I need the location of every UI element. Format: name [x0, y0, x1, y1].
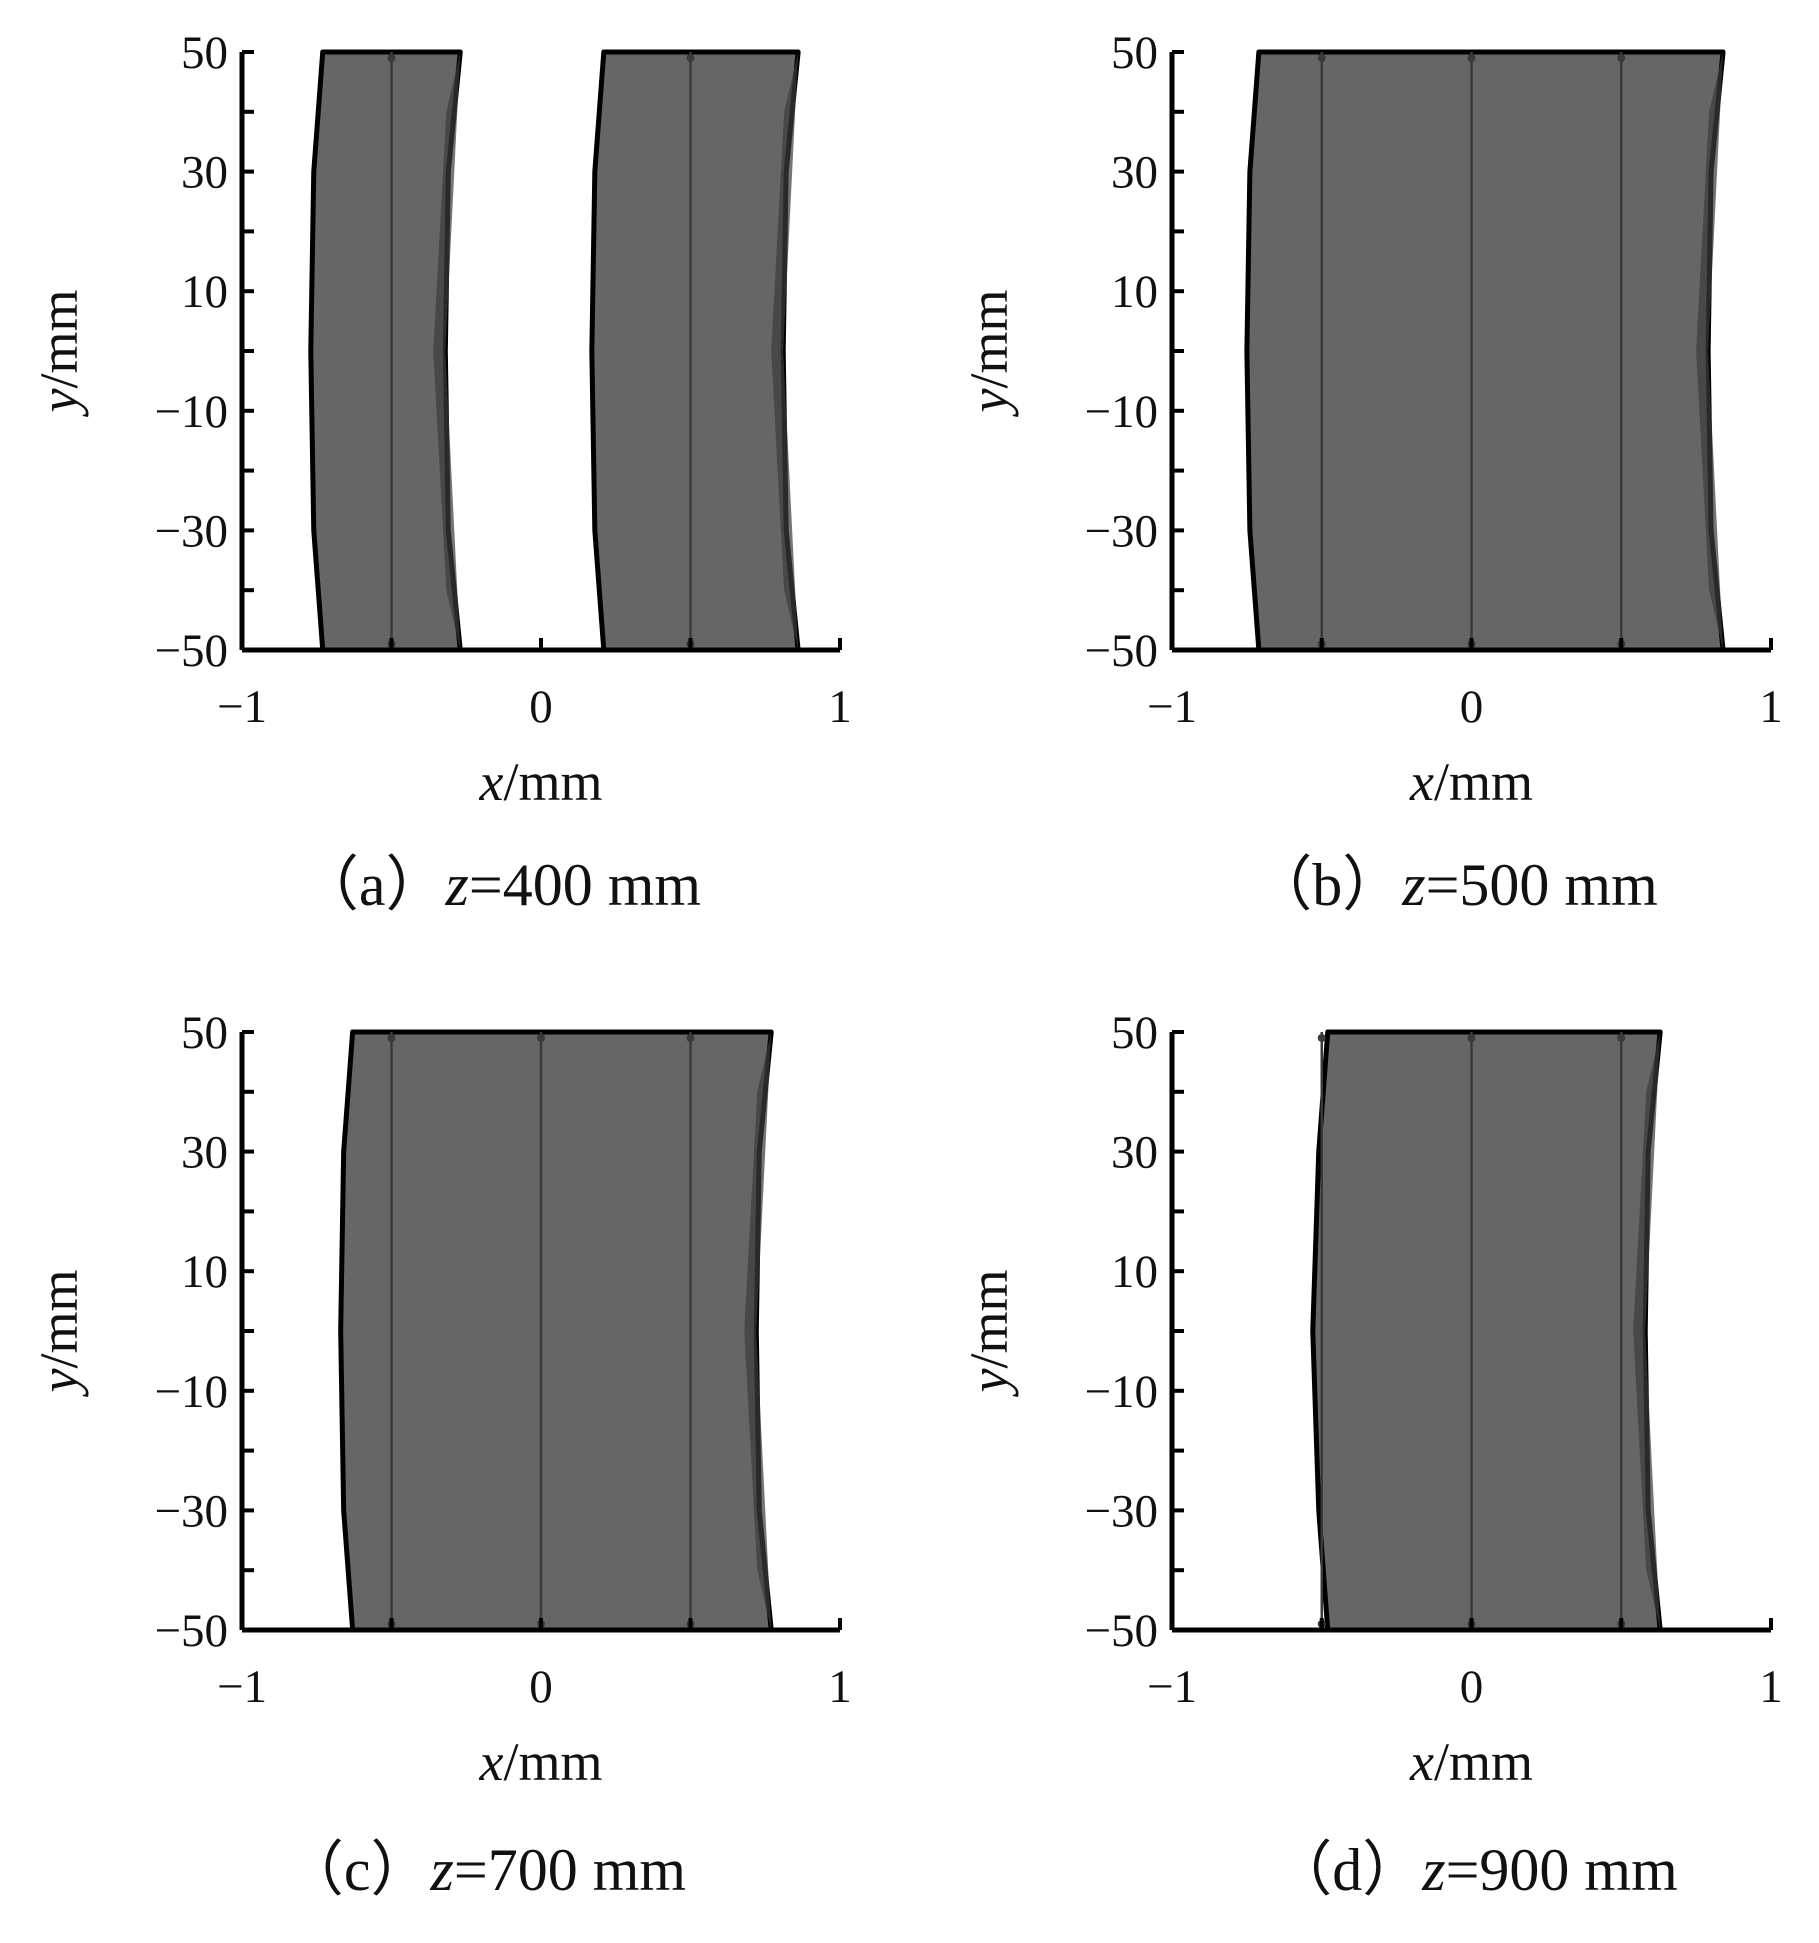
inner-line-cap-top	[1317, 1034, 1326, 1042]
region-edge-shade-d-1	[1633, 1032, 1661, 1630]
x-tick-label: 1	[1759, 1661, 1783, 1713]
inner-line-cap-top	[686, 1034, 695, 1042]
y-axis-label: y/mm	[29, 290, 89, 418]
y-axis-label: y/mm	[29, 1270, 89, 1398]
x-tick-label: 1	[828, 681, 852, 733]
panel-caption-c: （c）z=700 mm	[284, 1837, 686, 1903]
region-edge-shade-a-2	[771, 52, 799, 650]
x-tick-label: −1	[217, 1661, 267, 1713]
y-tick-label: −10	[1084, 1366, 1158, 1418]
y-tick-label: 50	[181, 1007, 228, 1059]
y-tick-label: −30	[154, 1485, 228, 1537]
x-axis-label: x/mm	[479, 752, 603, 812]
x-tick-label: 1	[828, 1661, 852, 1713]
panel-caption-b: （b）z=500 mm	[1252, 852, 1658, 918]
y-tick-label: −30	[1084, 1485, 1158, 1537]
inner-line-cap-top	[1617, 1034, 1626, 1042]
x-tick-label: 0	[1460, 681, 1484, 733]
region-edge-shade-c-1	[744, 1032, 772, 1630]
region-edge-shade-b-1	[1696, 52, 1724, 650]
x-axis-label: x/mm	[1409, 752, 1533, 812]
x-tick-label: 1	[1759, 681, 1783, 733]
y-axis-label: y/mm	[959, 290, 1019, 418]
x-tick-label: 0	[529, 681, 553, 733]
y-tick-label: −50	[1084, 1605, 1158, 1657]
inner-line-cap-top	[537, 1034, 545, 1042]
y-tick-label: 50	[181, 27, 228, 79]
inner-line-cap-top	[1317, 54, 1326, 62]
region-edge-shade-a-1	[433, 52, 461, 650]
y-tick-label: 30	[1111, 147, 1158, 199]
y-tick-label: 10	[181, 266, 228, 318]
y-tick-label: 30	[1111, 1127, 1158, 1179]
y-tick-label: −10	[1084, 386, 1158, 438]
y-tick-label: 50	[1111, 27, 1158, 79]
inner-line-cap-top	[387, 54, 396, 62]
x-tick-label: 0	[529, 1661, 553, 1713]
panel-caption-d: （d）z=900 mm	[1272, 1837, 1678, 1903]
region-b-1	[1244, 49, 1726, 653]
x-axis-label: x/mm	[479, 1732, 603, 1792]
y-tick-label: −50	[154, 625, 228, 677]
region-a-2	[589, 49, 801, 653]
region-c-1	[338, 1029, 774, 1633]
y-tick-label: −30	[1084, 505, 1158, 557]
inner-line-cap-top	[1617, 54, 1626, 62]
x-tick-label: −1	[1147, 681, 1197, 733]
x-tick-label: −1	[217, 681, 267, 733]
inner-line-cap-top	[1467, 1034, 1476, 1042]
y-tick-label: 30	[181, 147, 228, 199]
panel-caption-a: （a）z=400 mm	[299, 852, 701, 918]
y-tick-label: 10	[181, 1246, 228, 1298]
y-tick-label: 10	[1111, 1246, 1158, 1298]
x-tick-label: 0	[1460, 1661, 1484, 1713]
y-tick-label: −50	[1084, 625, 1158, 677]
x-axis-label: x/mm	[1409, 1732, 1533, 1792]
y-tick-label: −10	[154, 386, 228, 438]
y-axis-label: y/mm	[959, 1270, 1019, 1398]
inner-line-cap-top	[686, 54, 695, 62]
y-tick-label: −50	[154, 1605, 228, 1657]
inner-line-cap-top	[1467, 54, 1476, 62]
y-tick-label: −10	[154, 1366, 228, 1418]
y-tick-label: 30	[181, 1127, 228, 1179]
inner-line-cap-top	[387, 1034, 396, 1042]
y-tick-label: 10	[1111, 266, 1158, 318]
y-tick-label: −30	[154, 505, 228, 557]
y-tick-label: 50	[1111, 1007, 1158, 1059]
x-tick-label: −1	[1147, 1661, 1197, 1713]
region-d-1	[1310, 1029, 1663, 1633]
